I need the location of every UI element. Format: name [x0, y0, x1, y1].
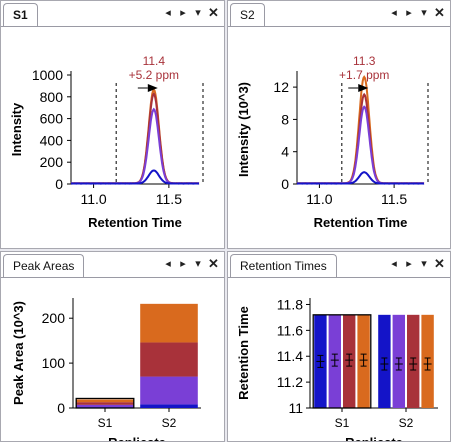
trace-line — [70, 107, 199, 185]
trace-line — [70, 88, 200, 185]
y-tick-label: 4 — [281, 144, 289, 160]
bar-segment — [140, 342, 198, 377]
x-tick-label: 11.5 — [381, 191, 407, 207]
x-axis-title: Replicate — [108, 435, 166, 441]
y-tick-label: 200 — [42, 310, 66, 326]
panel-peak-areas: Peak Areas ◂ ▸ ▾ ✕ 0 100 200 S1 S2 Replicate P… — [0, 251, 225, 442]
y-tick-label: 1000 — [32, 67, 63, 83]
tab-s1[interactable]: S1 — [3, 3, 38, 26]
dropdown-icon[interactable]: ▾ — [195, 7, 201, 19]
tabbar-s1: S1 ◂ ▸ ▾ ✕ — [1, 1, 224, 27]
y-tick-label: 8 — [281, 111, 289, 127]
tab-s2[interactable]: S2 — [230, 3, 265, 26]
y-tick-label: 0 — [57, 400, 65, 416]
y-tick-label: 400 — [40, 132, 64, 148]
close-icon[interactable]: ✕ — [434, 256, 445, 271]
x-axis-title: Retention Time — [88, 215, 182, 230]
bar-segment — [140, 404, 198, 408]
y-axis-title: Retention Time — [236, 306, 251, 400]
scroll-right-icon[interactable]: ▸ — [180, 258, 186, 270]
bar-segment — [140, 376, 198, 405]
tab-retention-times[interactable]: Retention Times — [230, 254, 337, 277]
tab-divider — [228, 277, 450, 278]
panel-s2: S2 ◂ ▸ ▾ ✕ 0 4 8 12 11.0 11.5 Retention Time In… — [227, 0, 451, 249]
retention-times-chart[interactable]: 11 11.2 11.4 11.6 11.8 S1 S2 Replicate Retention… — [228, 278, 450, 441]
x-tick-label: S1 — [335, 416, 350, 430]
scroll-left-icon[interactable]: ◂ — [165, 258, 171, 270]
y-tick-label: 0 — [281, 176, 289, 192]
panel-s1: S1 ◂ ▸ ▾ ✕ 0 200 400 600 800 1000 11.0 11.5 Rete… — [0, 0, 225, 249]
chromatogram-s2[interactable]: 0 4 8 12 11.0 11.5 Retention Time Intensity (10… — [228, 27, 450, 248]
trace-line — [296, 92, 425, 185]
y-axis-title: Intensity — [9, 102, 24, 156]
y-tick-label: 600 — [40, 111, 64, 127]
scroll-left-icon[interactable]: ◂ — [165, 7, 171, 19]
close-icon[interactable]: ✕ — [434, 5, 445, 20]
tab-divider — [1, 277, 224, 278]
trace-line — [297, 171, 425, 185]
tab-divider — [1, 26, 224, 27]
scroll-left-icon[interactable]: ◂ — [391, 258, 397, 270]
scroll-left-icon[interactable]: ◂ — [391, 7, 397, 19]
x-axis-title: Replicate — [345, 435, 403, 441]
tab-divider — [228, 26, 450, 27]
x-tick-label: 11.0 — [80, 191, 106, 207]
panel-controls: ◂ ▸ ▾ ✕ — [389, 256, 445, 271]
bar-segment — [76, 402, 134, 405]
y-axis-title: Intensity (10^3) — [236, 82, 251, 177]
scroll-right-icon[interactable]: ▸ — [406, 7, 412, 19]
tabbar-retention-times: Retention Times ◂ ▸ ▾ ✕ — [228, 252, 450, 278]
trace-line — [70, 92, 200, 185]
tabbar-peak-areas: Peak Areas ◂ ▸ ▾ ✕ — [1, 252, 224, 278]
y-tick-label: 0 — [55, 176, 63, 192]
y-tick-label: 11 — [288, 400, 303, 416]
trace-line — [296, 105, 424, 185]
x-axis-title: Retention Time — [314, 215, 408, 230]
bar-segment — [76, 404, 134, 408]
dropdown-icon[interactable]: ▾ — [421, 7, 427, 19]
scroll-right-icon[interactable]: ▸ — [180, 7, 186, 19]
panel-controls: ◂ ▸ ▾ ✕ — [389, 5, 445, 20]
x-tick-label: 11.5 — [156, 191, 182, 207]
y-tick-label: 11.4 — [277, 348, 303, 364]
peak-ppm-label: +1.7 ppm — [339, 68, 389, 82]
x-tick-label: S2 — [162, 416, 177, 430]
close-icon[interactable]: ✕ — [208, 256, 219, 271]
y-tick-label: 12 — [273, 79, 289, 95]
panel-retention-times: Retention Times ◂ ▸ ▾ ✕ 11 11.2 11.4 11.6 11… — [227, 251, 451, 442]
peak-areas-chart[interactable]: 0 100 200 S1 S2 Replicate Peak Area (10^3) — [1, 278, 224, 441]
y-tick-label: 11.8 — [277, 296, 303, 312]
tabbar-s2: S2 ◂ ▸ ▾ ✕ — [228, 1, 450, 27]
dropdown-icon[interactable]: ▾ — [421, 258, 427, 270]
y-tick-label: 800 — [40, 89, 64, 105]
apex-marker — [358, 84, 369, 92]
y-axis-title: Peak Area (10^3) — [11, 301, 26, 405]
apex-marker — [147, 84, 158, 92]
y-tick-label: 100 — [42, 355, 66, 371]
trace-line — [71, 169, 200, 185]
peak-rt-label: 11.4 — [143, 54, 166, 68]
peak-ppm-label: +5.2 ppm — [129, 68, 179, 82]
dropdown-icon[interactable]: ▾ — [195, 258, 201, 270]
panel-controls: ◂ ▸ ▾ ✕ — [163, 5, 219, 20]
tab-peak-areas[interactable]: Peak Areas — [3, 254, 85, 277]
y-tick-label: 11.6 — [277, 322, 303, 338]
bar-segment — [140, 303, 198, 343]
close-icon[interactable]: ✕ — [208, 5, 219, 20]
scroll-right-icon[interactable]: ▸ — [406, 258, 412, 270]
y-tick-label: 200 — [40, 154, 64, 170]
y-tick-label: 11.2 — [277, 374, 303, 390]
panel-controls: ◂ ▸ ▾ ✕ — [163, 256, 219, 271]
x-tick-label: S1 — [98, 416, 113, 430]
x-tick-label: 11.0 — [306, 191, 332, 207]
chromatogram-s1[interactable]: 0 200 400 600 800 1000 11.0 11.5 Retention Time I… — [1, 27, 224, 248]
bar-segment — [76, 399, 134, 403]
peak-rt-label: 11.3 — [353, 54, 376, 68]
x-tick-label: S2 — [399, 416, 414, 430]
